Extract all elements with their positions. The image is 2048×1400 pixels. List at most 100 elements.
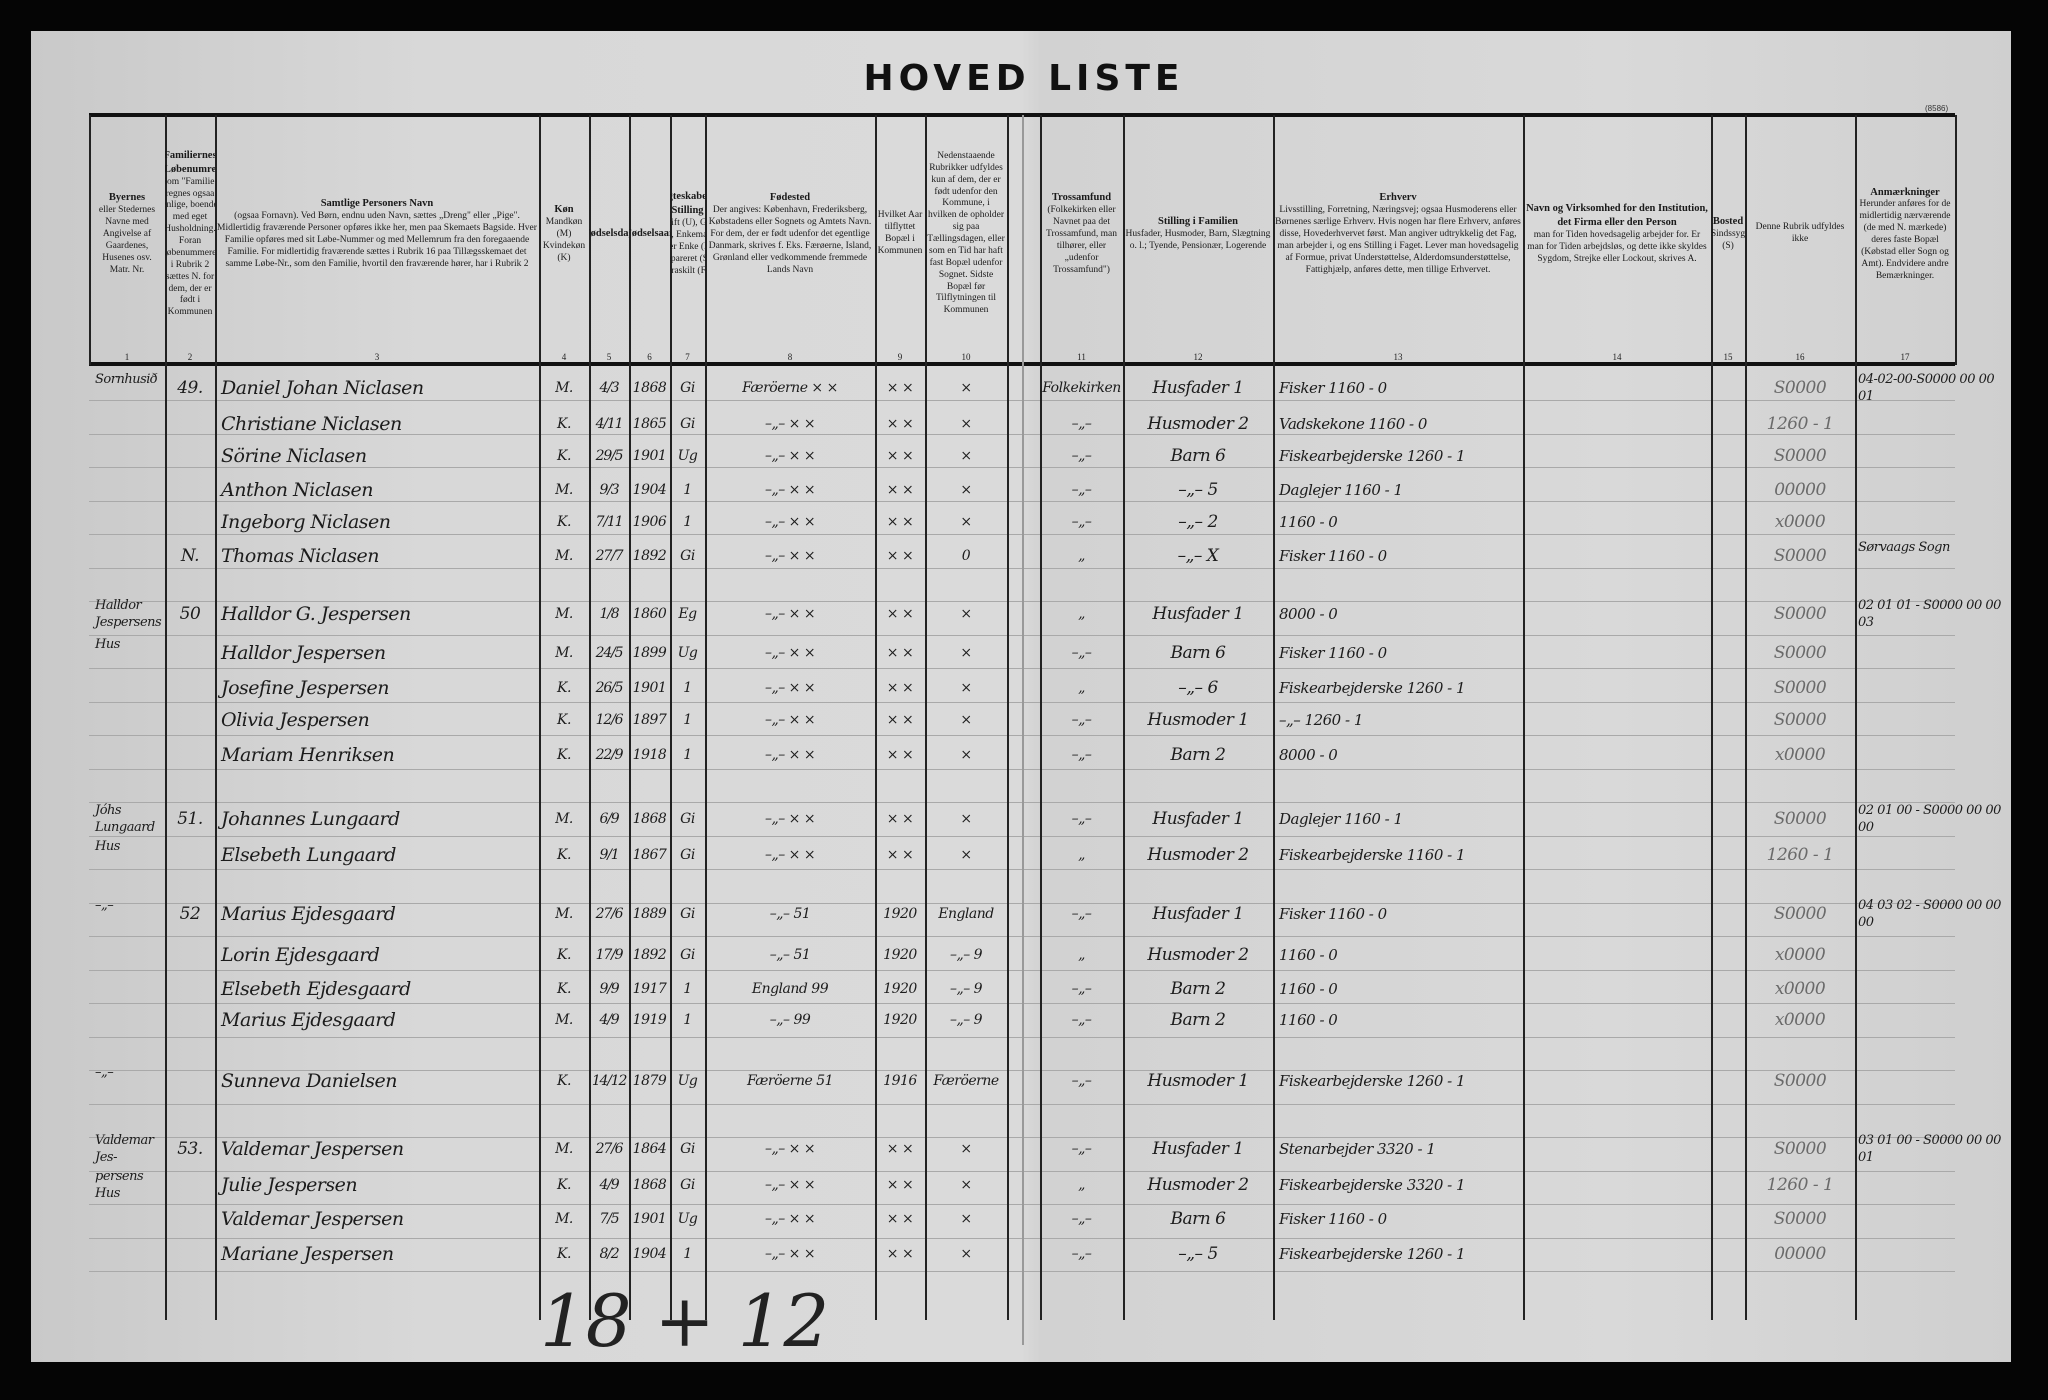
cell-marital-status: Gi [680,847,695,863]
cell-coded-value: S0000 [1773,1071,1827,1091]
cell-occupation: 8000 - 0 [1279,746,1338,764]
column-number: 13 [1393,352,1403,362]
column-header-description: Mandkøn (M) Kvindekøn (K) [542,217,586,263]
cell-previous-residence: × [960,747,972,763]
cell-family-position: Barn 6 [1170,446,1226,466]
cell-coded-value: 1260 - 1 [1766,845,1834,865]
cell-place: –„– [95,898,114,913]
cell-previous-residence: Færöerne [933,1073,999,1089]
cell-birth-day: 4/9 [599,1177,620,1193]
cell-marital-status: Gi [680,380,695,396]
cell-birthplace: –„– × × [764,712,816,728]
cell-birthplace: –„– × × [764,482,816,498]
cell-remarks: Sørvaags Sogn [1858,540,1950,555]
column-header-title: Ægteskabelig Stilling [670,191,705,217]
cell-marital-status: 1 [683,482,692,498]
cell-sex: K. [557,712,571,728]
cell-year-moved: 1920 [883,1012,917,1028]
column-header-1: Byernes eller Stedernes Navne med Angivel… [89,118,165,350]
cell-year-moved: × × [886,1177,914,1193]
cell-religion: –„– [1071,448,1092,464]
column-header-title: Stilling i Familien [1158,216,1238,228]
cell-birth-year: 1906 [632,514,667,530]
column-header-description: Husfader, Husmoder, Barn, Slægtning o. l… [1125,229,1271,251]
column-number: 1 [124,352,130,362]
column-number: 5 [606,352,612,362]
column-header-description: man for Tiden hovedsagelig arbejder for.… [1527,230,1707,264]
cell-previous-residence: × [960,680,972,696]
cell-religion: –„– [1071,416,1092,432]
cell-religion: –„– [1071,514,1092,530]
cell-year-moved: × × [886,712,914,728]
cell-marital-status: Ug [677,1073,698,1089]
cell-coded-value: 1260 - 1 [1766,1175,1834,1195]
cell-family-number: 53. [177,1139,203,1159]
cell-person-name: Ingeborg Niclasen [221,511,391,533]
cell-birth-year: 1892 [632,947,667,963]
cell-birthplace: –„– × × [764,416,816,432]
cell-remarks: 04-02-00-S0000 00 00 01 [1858,372,1995,404]
cell-religion: –„– [1071,1073,1092,1089]
cell-religion: „ [1078,606,1085,622]
cell-occupation: Fiskearbejderske 1260 - 1 [1279,1245,1466,1263]
column-header-description: (Folkekirken eller Navnet paa det Trossa… [1046,205,1117,275]
cell-person-name: Halldor Jespersen [221,642,386,664]
cell-family-position: –„– X [1177,546,1219,566]
cell-birthplace: –„– × × [764,747,816,763]
column-header-title: Bosted [1712,216,1744,228]
cell-previous-residence: × [960,1246,972,1262]
cell-place: Jóhs Lungaard [95,803,155,835]
cell-birth-day: 9/9 [599,981,620,997]
cell-remarks: 03 01 00 - S0000 00 00 01 [1858,1133,2001,1165]
cell-marital-status: 1 [683,747,692,763]
cell-previous-residence: England [938,906,994,922]
cell-year-moved: × × [886,416,914,432]
cell-marital-status: Gi [680,1141,695,1157]
column-divider [670,115,672,1320]
cell-previous-residence: –„– 9 [949,981,983,997]
cell-sex: K. [557,416,571,432]
cell-family-position: Husmoder 2 [1147,1175,1249,1195]
cell-family-position: Husmoder 2 [1147,945,1249,965]
cell-year-moved: 1916 [883,1073,917,1089]
cell-occupation: Fiskearbejderske 1160 - 1 [1279,846,1466,864]
column-divider [1123,115,1125,1320]
column-divider [629,115,631,1320]
column-divider [165,115,167,1320]
cell-year-moved: × × [886,548,914,564]
cell-place: Halldor Jespersens [95,598,162,630]
cell-birth-year: 1868 [632,380,667,396]
cell-religion: Folkekirken [1042,380,1121,396]
column-header-title: Erhverv [1379,192,1417,204]
handwritten-tally: 18 + 12 [540,1279,830,1363]
cell-birthplace: –„– × × [764,811,816,827]
cell-religion: „ [1078,548,1085,564]
column-header-title: Samtlige Personers Navn [320,198,434,210]
cell-occupation: –„– 1260 - 1 [1279,711,1363,729]
cell-marital-status: 1 [683,1012,692,1028]
cell-coded-value: S0000 [1773,710,1827,730]
cell-coded-value: S0000 [1773,809,1827,829]
cell-birth-day: 22/9 [595,747,624,763]
cell-coded-value: S0000 [1773,546,1827,566]
cell-person-name: Josefine Jespersen [221,677,390,699]
cell-sex: M. [555,1141,573,1157]
column-header-title: Navn og Virksomhed for den Institution, … [1526,203,1708,229]
cell-person-name: Sunneva Danielsen [221,1070,398,1092]
column-divider [1040,115,1042,1320]
column-header-text: Ægteskabelig StillingUgift (U), Gift (G)… [670,190,705,277]
cell-family-position: Barn 2 [1170,745,1226,765]
cell-family-position: Husfader 1 [1152,1139,1244,1159]
cell-year-moved: × × [886,1211,914,1227]
cell-year-moved: × × [886,482,914,498]
cell-coded-value: x0000 [1774,945,1826,965]
cell-birth-year: 1919 [632,1012,667,1028]
cell-sex: K. [557,680,571,696]
column-header-6: Fødselsaar [629,118,670,350]
cell-family-position: Barn 2 [1170,979,1226,999]
cell-person-name: Sörine Niclasen [221,445,367,467]
column-header-10: Nedenstaaende Rubrikker udfyldes kun af … [925,118,1007,350]
column-header-text: Navn og Virksomhed for den Institution, … [1525,202,1709,265]
column-header-text: Nedenstaaende Rubrikker udfyldes kun af … [927,151,1005,317]
cell-person-name: Valdemar Jespersen [221,1138,404,1160]
